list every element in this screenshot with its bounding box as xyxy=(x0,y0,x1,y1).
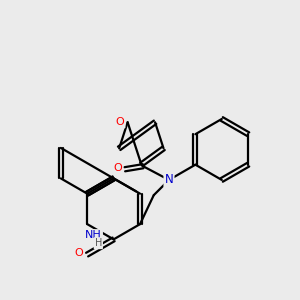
Text: O: O xyxy=(116,117,124,127)
Text: NH: NH xyxy=(85,230,102,240)
Text: O: O xyxy=(74,248,83,258)
Text: N: N xyxy=(165,173,173,186)
Text: O: O xyxy=(113,163,122,172)
Text: H: H xyxy=(94,238,102,248)
